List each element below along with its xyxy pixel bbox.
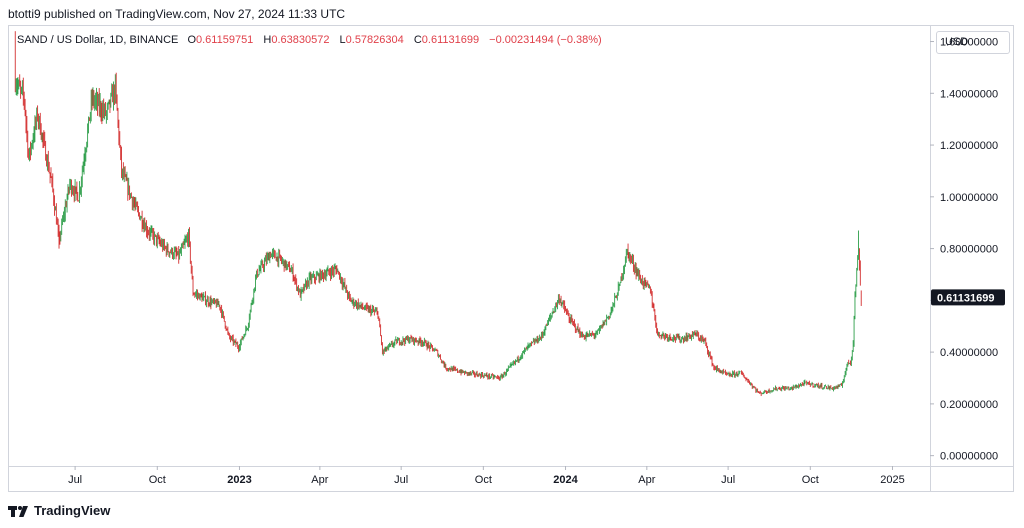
low-value: 0.57826304 [345,34,404,46]
x-tick-label: Oct [149,474,166,486]
close-label: C [413,34,422,46]
tradingview-logo-icon [8,505,28,517]
symbol-title: SAND / US Dollar, 1D, BINANCE [17,34,179,46]
x-tick-label: Oct [802,474,819,486]
y-tick-label: 0.40000000 [940,347,998,359]
y-tick-label: 1.00000000 [940,192,998,204]
x-tick-label: Apr [638,474,655,486]
last-price-badge [931,289,1005,306]
high-label: H [263,34,272,46]
x-tick-label: Apr [311,474,328,486]
y-tick-label: 0.80000000 [940,244,998,256]
y-tick-label: 1.40000000 [940,88,998,100]
footer-brand: TradingView [8,503,110,518]
last-price-label: 0.61131699 [937,292,995,304]
y-tick-label: 0.20000000 [940,399,998,411]
open-value: 0.61159751 [196,34,254,46]
change-value: −0.00231494 (−0.38%) [489,34,602,46]
publish-info: btotti9 published on TradingView.com, No… [8,7,346,21]
low-label: L [339,34,346,46]
x-tick-label: Oct [475,474,492,486]
x-tick-label: 2024 [553,474,578,486]
x-tick-label: Jul [721,474,735,486]
ohlc-legend: SAND / US Dollar, 1D, BINANCE O0.6115975… [17,34,609,46]
close-value: 0.61131699 [421,34,480,46]
x-tick-label: Jul [68,474,82,486]
y-tick-label: 1.20000000 [940,140,998,152]
y-tick-label: 0.00000000 [940,451,998,463]
chart-frame [8,25,1014,492]
currency-button[interactable]: USD [936,31,1010,54]
open-label: O [187,34,196,46]
y-tick-label: 1.60000000 [940,37,998,49]
x-tick-label: 2025 [880,474,904,486]
x-tick-label: Jul [394,474,408,486]
footer-brand-text: TradingView [34,503,111,518]
high-value: 0.63830572 [271,34,330,46]
x-tick-label: 2023 [227,474,251,486]
candles [14,31,862,397]
